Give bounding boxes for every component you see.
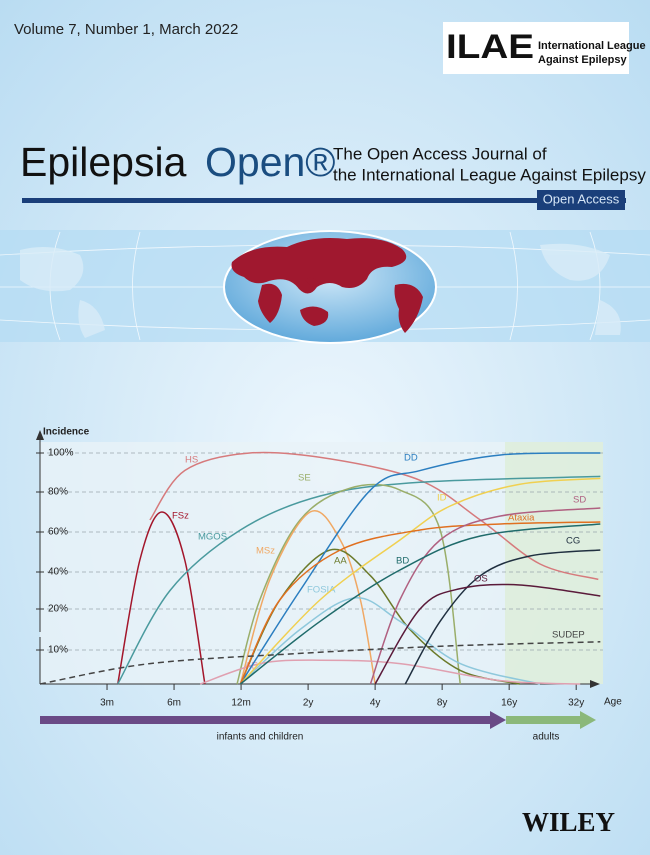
- y-axis-arrow: [36, 430, 44, 440]
- curve-label: OS: [474, 574, 488, 585]
- curve: [239, 477, 601, 685]
- curve-label: FSz: [172, 511, 189, 522]
- phase-label: infants and children: [217, 732, 304, 743]
- x-tick-label: 3m: [100, 698, 114, 709]
- curve-label: DD: [404, 453, 418, 464]
- curve-label: AA: [334, 556, 347, 567]
- curve-label: HS: [185, 455, 198, 466]
- curve: [239, 509, 376, 685]
- logo-name: International League: [538, 40, 646, 52]
- curve-label: SUDEP: [552, 630, 585, 641]
- y-tick-label: 20%: [48, 604, 68, 615]
- curve-label: SE: [298, 473, 311, 484]
- open-access-text: Open Access: [543, 191, 620, 206]
- curve-label: Ataxia: [508, 513, 535, 524]
- logo-abbr: ILAE: [446, 28, 534, 66]
- curve-label: ID: [437, 493, 447, 504]
- y-tick-label: 80%: [48, 487, 68, 498]
- y-tick-label: 100%: [48, 448, 74, 459]
- x-axis-label: Age: [604, 697, 622, 708]
- journal-subtitle: the International League Against Epileps…: [333, 165, 646, 184]
- curve-label: MSz: [256, 546, 275, 557]
- map-band: [0, 230, 650, 344]
- ilae-logo: ILAE International League Against Epilep…: [443, 22, 646, 74]
- x-tick-label: 16y: [501, 698, 517, 709]
- curve: [239, 452, 601, 685]
- curve-label: FOSIA: [307, 585, 336, 596]
- y-tick-label: 60%: [48, 527, 68, 538]
- chart: 10% 20% 40% 60% 80% 100% Incidence Age 3m 6m 12m 2y…: [36, 427, 622, 743]
- curve: [404, 549, 601, 685]
- x-tick-label: 32y: [568, 698, 584, 709]
- curve: [369, 507, 601, 685]
- y-tick-label: 40%: [48, 567, 68, 578]
- journal-title-open: Open®: [205, 139, 336, 185]
- curve: [239, 521, 601, 685]
- x-tick-label: 6m: [167, 698, 181, 709]
- x-tick-label: 4y: [370, 698, 381, 709]
- curve-label: SD: [573, 495, 586, 506]
- open-access-badge: [537, 190, 625, 210]
- phase-arrow-head: [490, 711, 506, 729]
- publisher: WILEY: [522, 807, 615, 837]
- x-tick-label: 12m: [231, 698, 250, 709]
- phase-arrow: [506, 716, 582, 724]
- curve: [374, 583, 601, 685]
- y-axis-label: Incidence: [43, 427, 90, 438]
- title-rule: [22, 198, 626, 203]
- x-axis-arrow: [590, 680, 600, 688]
- x-tick-label: 8y: [437, 698, 448, 709]
- journal-subtitle: The Open Access Journal of: [333, 144, 547, 163]
- phase-label: adults: [533, 732, 560, 743]
- logo-name: Against Epilepsy: [538, 54, 628, 66]
- curve: [236, 483, 461, 685]
- curve-label: CG: [566, 536, 580, 547]
- curve: [239, 523, 601, 685]
- issue-line: Volume 7, Number 1, March 2022: [14, 21, 238, 38]
- curve: [39, 641, 601, 685]
- curve-label: MGOS: [198, 532, 227, 543]
- curve: [117, 511, 206, 685]
- curve-label: BD: [396, 556, 409, 567]
- x-tick-label: 2y: [303, 698, 314, 709]
- journal-title: Epilepsia: [20, 139, 187, 185]
- y-tick-label: 10%: [48, 645, 68, 656]
- curve: [117, 475, 601, 685]
- phase-arrow-head: [580, 711, 596, 729]
- curve: [239, 597, 541, 685]
- phase-arrow: [40, 716, 492, 724]
